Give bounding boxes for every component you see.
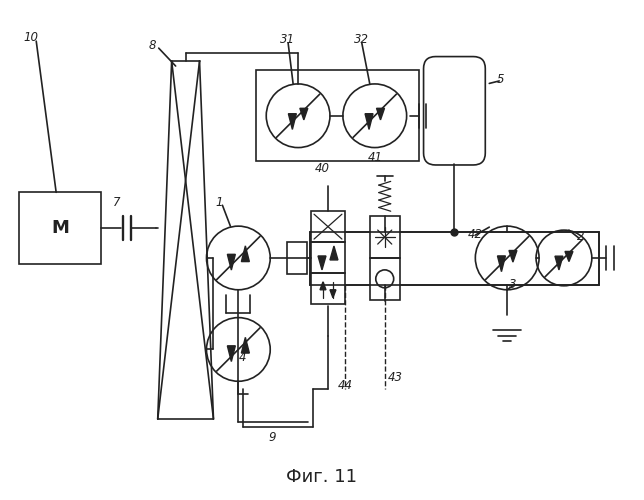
Polygon shape [330, 290, 336, 298]
Bar [287, 242, 307, 274]
Text: 41: 41 [368, 150, 383, 164]
Text: 3: 3 [509, 278, 516, 291]
Polygon shape [242, 246, 249, 262]
Text: 10: 10 [23, 31, 38, 44]
Bar [311, 211, 345, 242]
Polygon shape [227, 254, 235, 270]
Text: М: М [51, 219, 69, 237]
Text: 2: 2 [577, 230, 584, 243]
Bar [19, 192, 101, 264]
Text: 43: 43 [388, 372, 402, 384]
Text: 40: 40 [315, 162, 330, 175]
Polygon shape [365, 114, 373, 130]
Polygon shape [377, 108, 384, 120]
Bar [256, 70, 419, 162]
Text: 44: 44 [338, 380, 353, 392]
Polygon shape [497, 256, 506, 272]
Polygon shape [565, 252, 573, 262]
Polygon shape [318, 256, 326, 270]
Polygon shape [289, 114, 296, 130]
Polygon shape [509, 250, 517, 262]
Text: 8: 8 [149, 39, 156, 52]
Polygon shape [300, 108, 308, 120]
Bar [370, 258, 400, 300]
Bar [370, 216, 400, 258]
Text: 9: 9 [269, 431, 276, 444]
Polygon shape [555, 256, 563, 270]
Text: 32: 32 [354, 33, 369, 46]
Polygon shape [227, 346, 235, 362]
Text: Фиг. 11: Фиг. 11 [287, 468, 357, 485]
Polygon shape [242, 338, 249, 353]
Text: 4: 4 [238, 352, 246, 364]
Text: 1: 1 [216, 196, 223, 209]
Bar [311, 242, 345, 273]
Text: 5: 5 [497, 73, 505, 86]
Polygon shape [320, 282, 326, 290]
Text: 7: 7 [113, 196, 120, 209]
Text: 31: 31 [280, 33, 295, 46]
Bar [311, 273, 345, 304]
Bar [310, 232, 599, 285]
Polygon shape [330, 246, 338, 260]
Text: 42: 42 [468, 228, 482, 241]
